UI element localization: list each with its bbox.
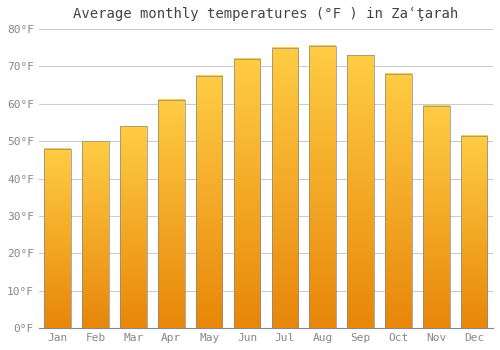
Bar [348, 55, 374, 328]
Bar [196, 76, 222, 328]
Bar [44, 149, 71, 328]
Bar [385, 74, 411, 328]
Bar [158, 100, 184, 328]
Title: Average monthly temperatures (°F ) in Zaʿţarah: Average monthly temperatures (°F ) in Za… [74, 7, 458, 21]
Bar [310, 46, 336, 328]
Bar [82, 141, 109, 328]
Bar [120, 126, 146, 328]
Bar [234, 59, 260, 328]
Bar [272, 48, 298, 328]
Bar [423, 106, 450, 328]
Bar [461, 135, 487, 328]
